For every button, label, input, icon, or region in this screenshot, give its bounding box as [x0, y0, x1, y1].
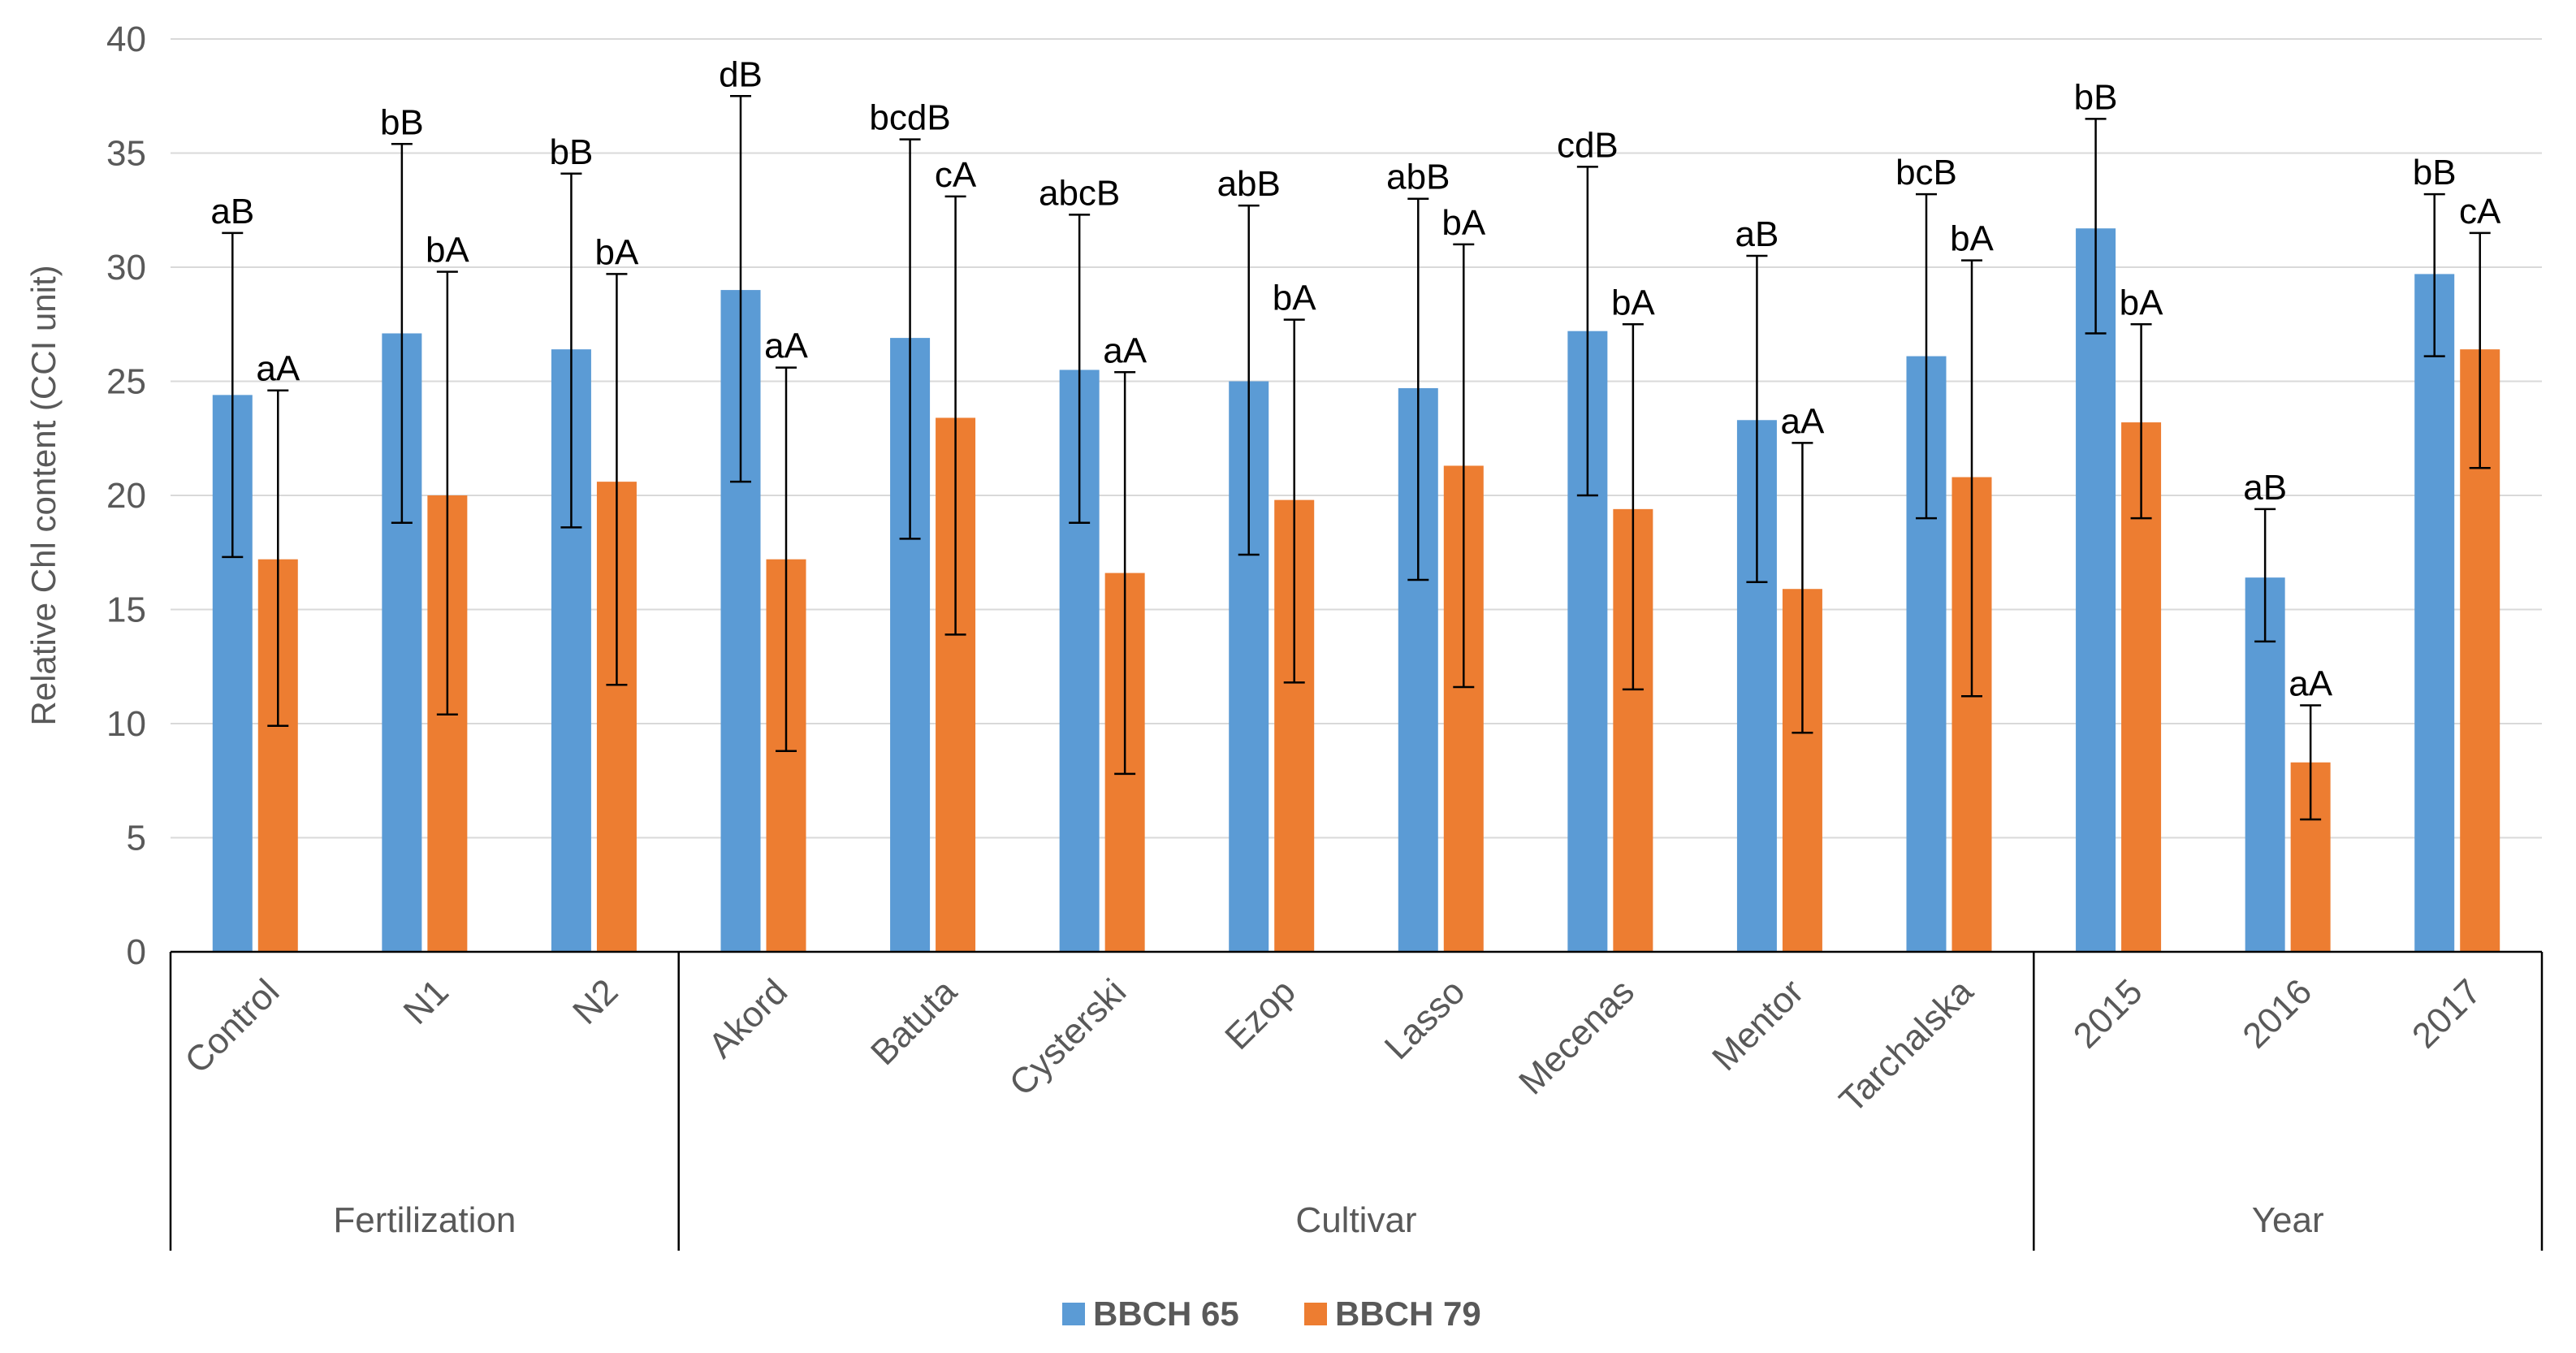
- data-label: bcB: [1895, 153, 1957, 192]
- legend-label: BBCH 65: [1093, 1295, 1239, 1333]
- bars: [212, 228, 2500, 953]
- category-label: 2016: [2235, 971, 2319, 1056]
- data-label: aA: [2289, 664, 2332, 704]
- category-labels: Control N1 N2 Akord Batuta Cysterski Ezop Lasso…: [177, 971, 2488, 1121]
- data-label: cA: [2459, 192, 2501, 231]
- category-label: N2: [565, 971, 625, 1031]
- data-label: bA: [1611, 283, 1655, 322]
- y-tick-label: 20: [106, 476, 146, 516]
- data-label: bA: [1273, 279, 1316, 318]
- group-labels: Fertilization Cultivar Year: [333, 1200, 2323, 1240]
- data-label: bB: [550, 132, 594, 172]
- group-label: Cultivar: [1295, 1200, 1416, 1240]
- category-label: Control: [177, 971, 287, 1081]
- data-label: abB: [1217, 164, 1281, 204]
- data-label: aA: [764, 326, 808, 366]
- bar: [2076, 228, 2116, 953]
- y-tick-label: 15: [106, 590, 146, 630]
- y-tick-label: 5: [127, 819, 146, 858]
- data-label: bA: [426, 231, 469, 270]
- y-tick-label: 40: [106, 19, 146, 59]
- legend-swatch: [1062, 1303, 1085, 1325]
- category-label: 2017: [2405, 971, 2489, 1056]
- y-tick-label: 30: [106, 248, 146, 287]
- data-labels: aB bB bB dB bcdB abcB abB abB cdB aB bcB bB aB bB aA bA…: [210, 54, 2501, 703]
- category-label: Mentor: [1705, 971, 1811, 1078]
- legend-label: BBCH 79: [1335, 1295, 1481, 1333]
- y-axis-ticks: 0 5 10 15 20 25 30 35 40: [106, 19, 146, 972]
- category-label: Batuta: [863, 971, 965, 1073]
- data-label: aB: [1735, 214, 1779, 254]
- data-label: bA: [1441, 203, 1485, 243]
- x-axis: [169, 950, 2544, 1251]
- group-label: Fertilization: [333, 1200, 516, 1240]
- y-tick-label: 35: [106, 134, 146, 174]
- category-label: Lasso: [1377, 971, 1473, 1067]
- data-label: dB: [719, 54, 763, 94]
- category-label: N1: [396, 971, 456, 1031]
- category-label: Akord: [701, 971, 795, 1066]
- category-label: 2015: [2066, 971, 2150, 1056]
- data-label: aB: [2243, 468, 2287, 508]
- category-label: Mecenas: [1511, 971, 1642, 1102]
- y-tick-label: 0: [127, 932, 146, 972]
- data-label: abcB: [1039, 173, 1120, 213]
- data-label: bA: [2120, 283, 2163, 322]
- data-label: cdB: [1557, 125, 1619, 165]
- group-label: Year: [2252, 1200, 2324, 1240]
- gridlines: [171, 38, 2542, 839]
- category-label: Cysterski: [1002, 971, 1135, 1104]
- data-label: bB: [2413, 153, 2457, 192]
- data-label: bA: [595, 232, 639, 272]
- data-label: abB: [1386, 158, 1450, 197]
- error-bars: [222, 95, 2491, 821]
- data-label: bB: [2074, 77, 2118, 117]
- data-label: cA: [935, 155, 977, 195]
- category-label: Tarchalska: [1832, 971, 1982, 1121]
- data-label: aA: [1781, 401, 1825, 441]
- category-label: Ezop: [1217, 971, 1303, 1057]
- y-tick-label: 25: [106, 362, 146, 402]
- data-label: aB: [210, 192, 254, 231]
- legend-swatch: [1304, 1303, 1327, 1325]
- data-label: bB: [380, 102, 424, 142]
- y-tick-label: 10: [106, 704, 146, 744]
- data-label: aA: [1103, 331, 1147, 370]
- legend: BBCH 65 BBCH 79: [1062, 1295, 1481, 1333]
- data-label: aA: [256, 349, 300, 389]
- y-axis-label: Relative Chl content (CCI unit): [24, 265, 63, 725]
- data-label: bA: [1950, 219, 1994, 259]
- data-label: bcdB: [869, 98, 950, 138]
- bar: [2414, 274, 2455, 952]
